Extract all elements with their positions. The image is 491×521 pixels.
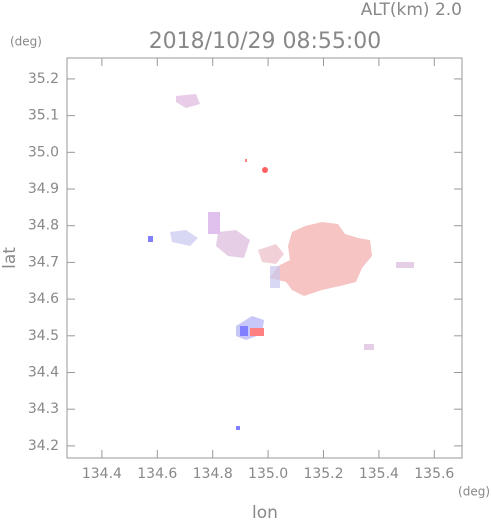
- echo: [236, 426, 240, 430]
- x-tick-label: 135.2: [303, 466, 343, 482]
- echo-main: [270, 222, 372, 296]
- plot-frame: [66, 57, 463, 459]
- y-tick-label: 35.2: [28, 71, 59, 87]
- x-tick-label: 135.4: [359, 466, 399, 482]
- y-tick-label: 34.3: [28, 401, 59, 417]
- x-tick-label: 134.8: [193, 466, 233, 482]
- x-unit: (deg): [458, 485, 490, 499]
- echo: [258, 244, 284, 264]
- x-tick-label: 135.6: [414, 466, 454, 482]
- echo: [262, 167, 268, 173]
- echo: [364, 344, 374, 350]
- chart-title: 2018/10/29 08:55:00: [149, 29, 382, 54]
- echo: [208, 212, 220, 234]
- x-tick-label: 134.4: [82, 466, 122, 482]
- echo: [270, 266, 280, 288]
- y-tick-label: 34.8: [28, 218, 59, 234]
- echo: [216, 230, 250, 258]
- echo: [250, 328, 264, 336]
- y-axis-label: lat: [0, 247, 20, 269]
- radar-echoes: [148, 94, 414, 430]
- echo: [148, 236, 153, 242]
- x-axis-label: lon: [252, 503, 278, 521]
- y-tick-label: 34.6: [28, 291, 59, 307]
- y-tick-label: 34.7: [28, 254, 59, 270]
- y-tick-label: 34.2: [28, 438, 59, 454]
- y-tick-label: 35.1: [28, 108, 59, 124]
- x-tick-label: 134.6: [137, 466, 177, 482]
- echo: [170, 230, 198, 246]
- y-unit: (deg): [10, 35, 42, 49]
- echo: [176, 94, 200, 108]
- echo: [245, 159, 247, 162]
- echo: [240, 326, 248, 336]
- y-tick-label: 34.4: [28, 364, 59, 380]
- y-tick-label: 34.9: [28, 181, 59, 197]
- echo: [396, 262, 414, 268]
- y-tick-label: 34.5: [28, 328, 59, 344]
- x-tick-label: 135.0: [248, 466, 288, 482]
- altitude-label: ALT(km) 2.0: [361, 0, 462, 20]
- y-tick-label: 35.0: [28, 144, 59, 160]
